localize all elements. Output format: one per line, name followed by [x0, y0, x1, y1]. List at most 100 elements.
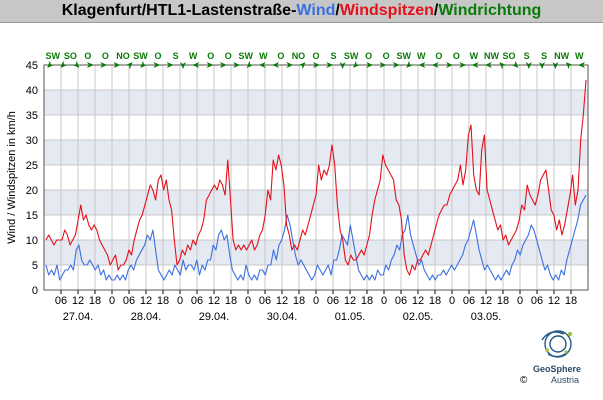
- direction-arrow: [286, 62, 294, 68]
- direction-arrow: [392, 62, 400, 68]
- geosphere-logo-icon: [541, 330, 573, 358]
- direction-label: S: [541, 51, 547, 61]
- direction-arrow-head: [552, 62, 559, 69]
- direction-arrow-head: [192, 62, 200, 68]
- direction-arrow: [565, 62, 573, 70]
- direction-arrow: [100, 62, 108, 68]
- direction-arrow: [192, 62, 200, 68]
- direction-arrow: [233, 62, 241, 68]
- direction-label: SW: [396, 51, 411, 61]
- direction-arrow-head: [60, 60, 68, 68]
- direction-arrow: [471, 62, 479, 68]
- y-tick-label: 0: [32, 285, 38, 297]
- direction-arrow: [539, 62, 546, 69]
- direction-arrow-head: [206, 62, 214, 68]
- direction-label: O: [102, 51, 109, 61]
- x-tick-label: 06: [463, 295, 475, 307]
- direction-label: O: [207, 51, 214, 61]
- x-tick-label: 18: [293, 295, 305, 307]
- direction-label: NW: [554, 51, 569, 61]
- title-wind: Wind: [296, 2, 336, 19]
- direction-arrow: [153, 62, 161, 68]
- direction-arrow: [366, 62, 374, 68]
- direction-label: SW: [344, 51, 359, 61]
- brand-subname: Austria: [551, 375, 580, 385]
- x-date-label: 27.04.: [63, 311, 94, 323]
- direction-arrow: [258, 62, 266, 68]
- direction-arrow-head: [100, 62, 108, 68]
- x-tick-label: 06: [327, 295, 339, 307]
- direction-label: O: [312, 51, 319, 61]
- direction-arrow: [313, 62, 320, 68]
- y-axis-label: Wind / Windspitzen in km/h: [6, 111, 18, 244]
- direction-arrow: [298, 62, 306, 70]
- direction-arrow-head: [525, 62, 532, 69]
- x-tick-label: 06: [531, 295, 543, 307]
- chart-title: Klagenfurt/HTL1-Lastenstraße - Wind / Wi…: [0, 0, 603, 23]
- direction-arrow: [484, 62, 492, 68]
- y-tick-label: 40: [26, 85, 38, 97]
- direction-arrow-head: [180, 62, 186, 69]
- copyright-mark: ©: [520, 375, 528, 386]
- title-dash: -: [291, 2, 297, 19]
- direction-arrow: [113, 62, 121, 68]
- direction-label: O: [277, 51, 284, 61]
- direction-label: O: [453, 51, 460, 61]
- direction-arrow-head: [366, 62, 374, 68]
- direction-arrow: [525, 62, 532, 69]
- x-tick-label: 0: [177, 295, 183, 307]
- title-slash-2: /: [433, 2, 439, 19]
- x-tick-label: 06: [395, 295, 407, 307]
- x-tick-label: 0: [449, 295, 455, 307]
- direction-arrow: [578, 62, 585, 68]
- direction-label: O: [365, 51, 372, 61]
- direction-arrow: [499, 62, 507, 70]
- y-tick-label: 45: [26, 60, 38, 72]
- x-date-label: 01.05.: [335, 311, 366, 323]
- x-tick-label: 18: [361, 295, 373, 307]
- x-date-label: 30.04.: [267, 311, 298, 323]
- direction-label: W: [575, 51, 584, 61]
- direction-arrow-head: [578, 62, 585, 68]
- x-tick-label: 12: [72, 295, 84, 307]
- x-tick-label: 0: [517, 295, 523, 307]
- x-date-label: 28.04.: [131, 311, 162, 323]
- x-date-label: 02.05.: [403, 311, 434, 323]
- direction-arrow-head: [379, 62, 387, 68]
- direction-arrow-head: [539, 62, 546, 69]
- direction-label: NW: [484, 51, 499, 61]
- direction-arrow: [406, 60, 414, 68]
- y-tick-label: 30: [26, 135, 38, 147]
- direction-label: NO: [292, 51, 306, 61]
- title-slash-1: /: [335, 2, 340, 19]
- direction-arrow: [272, 62, 280, 68]
- direction-label: S: [524, 51, 530, 61]
- x-tick-label: 06: [123, 295, 135, 307]
- y-tick-label: 5: [32, 260, 38, 272]
- direction-label: W: [189, 51, 198, 61]
- direction-label: SW: [239, 51, 254, 61]
- direction-arrow: [219, 62, 227, 68]
- y-tick-label: 35: [26, 110, 38, 122]
- x-tick-label: 18: [565, 295, 577, 307]
- direction-arrow: [511, 60, 519, 68]
- x-tick-label: 18: [89, 295, 101, 307]
- direction-arrow: [86, 62, 94, 68]
- direction-arrow-head: [484, 62, 492, 68]
- direction-arrow: [206, 62, 214, 68]
- x-tick-label: 12: [276, 295, 288, 307]
- x-tick-label: 12: [140, 295, 152, 307]
- direction-arrow-head: [219, 62, 227, 68]
- direction-label: O: [383, 51, 390, 61]
- direction-label: O: [155, 51, 162, 61]
- direction-arrow-head: [258, 62, 266, 68]
- direction-label: S: [331, 51, 337, 61]
- brand-name: GeoSphere: [533, 364, 582, 374]
- direction-arrow-head: [326, 62, 334, 68]
- direction-arrow-head: [459, 62, 467, 68]
- direction-arrow-head: [499, 62, 507, 70]
- direction-arrow: [418, 62, 426, 68]
- x-tick-label: 18: [157, 295, 169, 307]
- direction-arrow-head: [298, 62, 306, 70]
